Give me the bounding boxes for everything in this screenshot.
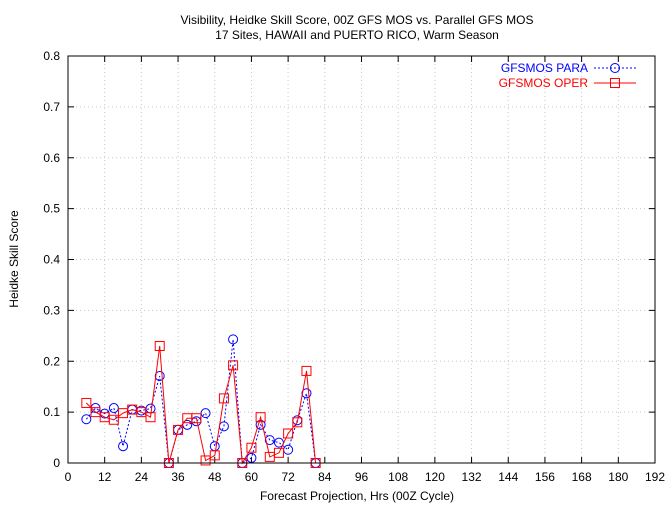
x-tick-label: 144: [498, 470, 518, 484]
data-point: [283, 428, 294, 439]
legend-marker: [610, 63, 620, 73]
series-line-2: [85, 345, 317, 465]
data-point: [108, 414, 119, 425]
x-axis-label: Forecast Projection, Hrs (00Z Cycle): [260, 489, 454, 503]
data-point: [209, 441, 220, 452]
grid: [68, 56, 655, 463]
data-point: [264, 435, 275, 446]
x-tick-label: 168: [572, 470, 592, 484]
x-tick-label: 108: [388, 470, 408, 484]
data-point: [228, 360, 239, 371]
legend-marker: [610, 78, 620, 88]
data-point: [301, 388, 312, 399]
data-point: [292, 417, 303, 428]
x-tick-label: 48: [208, 470, 222, 484]
x-tick-label: 96: [355, 470, 369, 484]
data-point: [228, 334, 239, 345]
chart-subtitle: 17 Sites, HAWAII and PUERTO RICO, Warm S…: [215, 28, 499, 42]
x-tick-label: 24: [135, 470, 149, 484]
data-point: [246, 442, 257, 453]
y-tick-label: 0.5: [43, 202, 60, 216]
plot-frame: [67, 55, 656, 464]
series-layer: [81, 334, 321, 468]
data-point: [81, 397, 92, 408]
data-point: [200, 455, 211, 466]
data-point: [182, 419, 193, 430]
data-point: [154, 371, 165, 382]
x-axis-ticks: 0 12 24 36 48 60 72 84 96 108 120 132 144 156 168 180 19…: [65, 56, 665, 484]
data-point: [209, 450, 220, 461]
x-tick-label: 84: [318, 470, 332, 484]
series-line-1: [85, 339, 317, 464]
data-point: [273, 447, 284, 458]
legend-label: GFSMOS PARA: [501, 61, 588, 75]
data-point: [200, 408, 211, 419]
data-point: [118, 441, 129, 452]
data-point: [255, 419, 266, 430]
data-point: [145, 403, 156, 414]
x-tick-label: 192: [645, 470, 665, 484]
y-tick-label: 0.2: [43, 354, 60, 368]
legend-label: GFSMOS OPER: [499, 76, 589, 90]
data-point: [255, 412, 266, 423]
data-point: [218, 393, 229, 404]
x-tick-label: 12: [98, 470, 112, 484]
x-tick-label: 156: [535, 470, 555, 484]
data-point: [173, 424, 184, 435]
data-point: [301, 365, 312, 376]
data-point: [145, 412, 156, 423]
y-tick-label: 0.6: [43, 151, 60, 165]
data-point: [191, 413, 202, 424]
x-tick-label: 180: [608, 470, 628, 484]
x-tick-label: 0: [65, 470, 72, 484]
y-tick-label: 0.7: [43, 100, 60, 114]
x-tick-label: 72: [281, 470, 295, 484]
y-axis-label: Heidke Skill Score: [7, 210, 21, 308]
y-tick-label: 0: [53, 456, 60, 470]
chart-title: Visibility, Heidke Skill Score, 00Z GFS …: [181, 13, 534, 27]
data-point: [90, 407, 101, 418]
x-tick-label: 120: [425, 470, 445, 484]
x-tick-label: 132: [462, 470, 482, 484]
y-tick-label: 0.3: [43, 303, 60, 317]
y-tick-label: 0.1: [43, 405, 60, 419]
data-point: [81, 414, 92, 425]
data-point: [154, 340, 165, 351]
data-point: [108, 403, 119, 414]
y-tick-label: 0.4: [43, 253, 60, 267]
data-point: [246, 452, 257, 463]
data-point: [218, 421, 229, 432]
x-tick-label: 60: [245, 470, 259, 484]
y-axis-ticks: 0 0.1 0.2 0.3 0.4 0.5 0.6 0.7 0.8: [43, 49, 655, 470]
y-tick-label: 0.8: [43, 49, 60, 63]
x-tick-label: 36: [171, 470, 185, 484]
data-point: [136, 407, 147, 418]
